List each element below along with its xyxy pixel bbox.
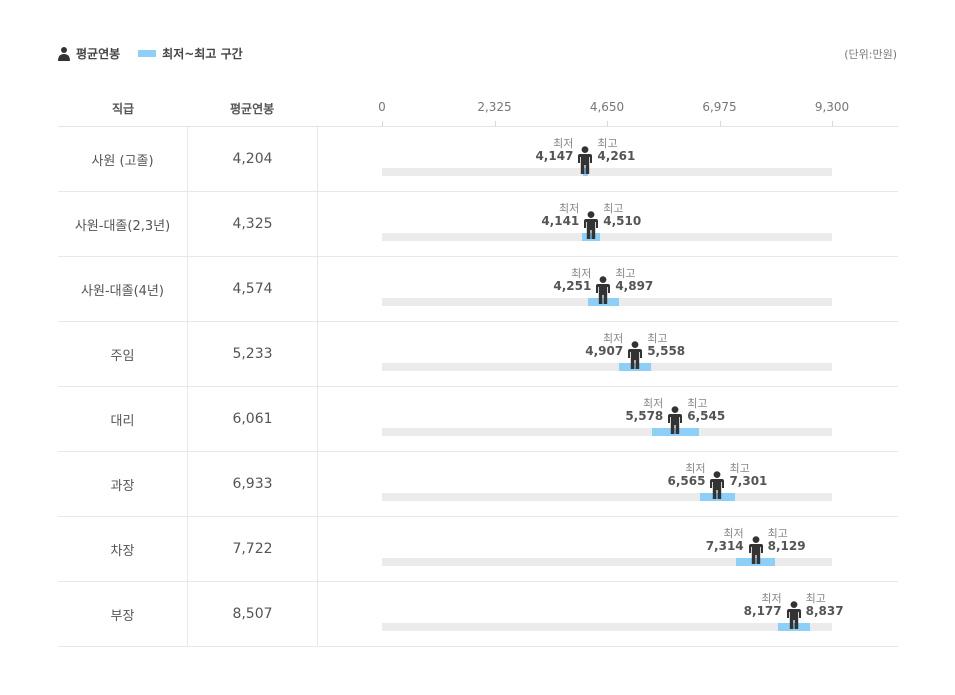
- avg-salary-cell: 4,204: [188, 127, 318, 191]
- range-track: [382, 233, 832, 241]
- legend-range-label: 최저~최고 구간: [162, 47, 243, 61]
- table-row: 사원-대졸(4년) 4,574 최저 4,251 최고 4,897: [58, 257, 898, 322]
- table-row: 부장 8,507 최저 8,177 최고 8,837: [58, 582, 898, 647]
- table-row: 대리 6,061 최저 5,578 최고 6,545: [58, 387, 898, 452]
- range-bar: [587, 298, 619, 306]
- range-bar: [582, 233, 601, 241]
- range-bar: [699, 493, 736, 501]
- rank-cell: 과장: [58, 452, 188, 516]
- range-track: [382, 623, 832, 631]
- avg-person-marker: [667, 406, 683, 434]
- avg-salary-cell: 5,233: [188, 322, 318, 386]
- range-track: [382, 363, 832, 371]
- range-bar: [735, 558, 776, 566]
- min-label: 최저 4,141: [541, 202, 580, 228]
- avg-salary-cell: 4,574: [188, 257, 318, 321]
- x-tick-label: 9,300: [814, 100, 850, 114]
- table-row: 사원-대졸(2,3년) 4,325 최저 4,141 최고 4,510: [58, 192, 898, 257]
- range-bar: [619, 363, 651, 371]
- avg-person-marker: [748, 536, 764, 564]
- max-label: 최고 4,261: [597, 137, 636, 163]
- min-label: 최저 4,251: [553, 267, 592, 293]
- rank-cell: 차장: [58, 517, 188, 581]
- max-label: 최고 6,545: [687, 397, 726, 423]
- x-tick-mark: [382, 121, 383, 126]
- min-label: 최저 4,907: [585, 332, 624, 358]
- legend: 평균연봉 최저~최고 구간: [58, 45, 243, 62]
- max-label: 최고 8,129: [767, 527, 806, 553]
- range-track: [382, 168, 832, 176]
- table-row: 차장 7,722 최저 7,314 최고 8,129: [58, 517, 898, 582]
- rank-cell: 주임: [58, 322, 188, 386]
- max-label: 최고 7,301: [729, 462, 768, 488]
- x-tick-label: 2,325: [477, 100, 512, 114]
- table-row: 주임 5,233 최저 4,907 최고 5,558: [58, 322, 898, 387]
- avg-person-marker: [583, 211, 599, 239]
- column-rank: 직급: [112, 102, 135, 116]
- range-bar: [651, 428, 699, 436]
- max-label: 최고 8,837: [805, 592, 844, 618]
- range-bar: [777, 623, 810, 631]
- avg-person-marker: [577, 146, 593, 174]
- legend-range-swatch: [138, 50, 157, 57]
- range-track: [382, 558, 832, 566]
- max-label: 최고 4,897: [615, 267, 654, 293]
- rank-cell: 부장: [58, 582, 188, 646]
- avg-person-marker: [786, 601, 802, 629]
- x-tick-mark: [607, 121, 608, 126]
- max-label: 최고 5,558: [647, 332, 686, 358]
- x-tick-label: 6,975: [702, 100, 737, 114]
- rank-cell: 사원-대졸(2,3년): [58, 192, 188, 256]
- x-tick-label: 4,650: [589, 100, 625, 114]
- min-label: 최저 5,578: [625, 397, 664, 423]
- x-tick-label: 0: [378, 100, 386, 114]
- min-label: 최저 7,314: [705, 527, 744, 553]
- x-tick-mark: [832, 121, 833, 126]
- column-avg: 평균연봉: [230, 102, 275, 116]
- avg-salary-cell: 8,507: [188, 582, 318, 646]
- range-bar: [582, 168, 589, 176]
- table-row: 사원 (고졸) 4,204 최저 4,147 최고 4,261: [58, 127, 898, 192]
- avg-person-marker: [709, 471, 725, 499]
- avg-person-marker: [627, 341, 643, 369]
- unit-label: (단위:만원): [844, 48, 897, 61]
- avg-salary-cell: 6,933: [188, 452, 318, 516]
- max-label: 최고 4,510: [603, 202, 642, 228]
- table-header: 직급 평균연봉 0 2,325 4,650 6,975 9,300: [58, 92, 898, 127]
- table-row: 과장 6,933 최저 6,565 최고 7,301: [58, 452, 898, 517]
- min-label: 최저 8,177: [743, 592, 782, 618]
- avg-person-marker: [595, 276, 611, 304]
- rank-cell: 사원 (고졸): [58, 127, 188, 191]
- avg-salary-cell: 6,061: [188, 387, 318, 451]
- person-icon: [58, 46, 70, 61]
- avg-salary-cell: 4,325: [188, 192, 318, 256]
- rank-cell: 대리: [58, 387, 188, 451]
- x-tick-mark: [719, 121, 721, 126]
- avg-salary-cell: 7,722: [188, 517, 318, 581]
- range-track: [382, 428, 832, 436]
- x-tick-mark: [494, 121, 496, 126]
- min-label: 최저 4,147: [535, 137, 574, 163]
- legend-avg-label: 평균연봉: [76, 47, 121, 61]
- min-label: 최저 6,565: [667, 462, 706, 488]
- rank-cell: 사원-대졸(4년): [58, 257, 188, 321]
- range-track: [382, 493, 832, 501]
